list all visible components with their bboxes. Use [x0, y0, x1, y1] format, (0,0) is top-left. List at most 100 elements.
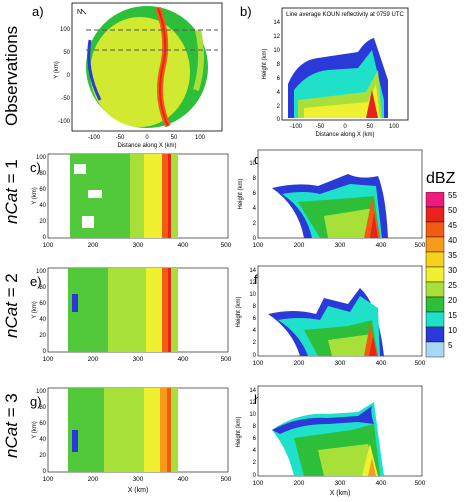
tick-label: 8: [253, 424, 257, 430]
ncat-var: nCat: [2, 302, 21, 338]
tick-label: 10: [249, 412, 256, 418]
tick-label: 2: [253, 221, 257, 227]
y-ticks: 14 12 10 8 6 4 2 0: [249, 268, 256, 359]
north-arrow: [80, 8, 87, 15]
tick-label: 500: [221, 476, 232, 483]
x-ticks: 100 200 300 400 500: [43, 476, 232, 483]
colorbar-swatch: [425, 206, 445, 223]
tick-label: 8: [277, 62, 281, 68]
radar-echo-core: [90, 17, 190, 127]
panel-letter: g): [30, 394, 42, 409]
tick-label: 100: [36, 155, 47, 161]
tick-label: 60: [39, 301, 46, 307]
tick-label: -100: [88, 135, 101, 141]
panel-letter: e): [30, 274, 42, 289]
tick-label: 400: [376, 360, 387, 367]
panel-b-cross-section: b) Line average KOUN reflectivity at 075…: [240, 4, 409, 138]
colorbar-swatch: [425, 296, 445, 313]
squall-line-core: [157, 7, 169, 127]
tick-label: 400: [376, 480, 387, 487]
squall-line-core: [168, 154, 171, 238]
tick-label: 400: [178, 242, 189, 249]
y-axis-label: Height (km): [238, 178, 244, 209]
tick-label: 2: [277, 104, 281, 110]
colorbar-swatch: [425, 311, 445, 328]
x-ticks: 100 200 300 400 500: [253, 360, 426, 367]
tick-label: 400: [178, 356, 189, 363]
tick-label: 200: [294, 242, 305, 249]
tick-label: 300: [133, 356, 144, 363]
tick-label: 12: [273, 34, 280, 40]
tick-label: 300: [133, 242, 144, 249]
tick-label: 80: [39, 285, 46, 291]
tick-label: 500: [221, 356, 232, 363]
y-axis-label: Y (km): [32, 301, 38, 319]
squall-line-core: [167, 388, 171, 472]
colorbar-label: 5: [448, 341, 453, 350]
tick-label: 0: [253, 236, 257, 242]
tick-label: 100: [36, 269, 47, 275]
colorbar-label: 35: [448, 251, 457, 260]
tick-label: 10: [273, 48, 280, 54]
tick-label: -50: [116, 135, 125, 141]
tick-label: 40: [39, 203, 46, 209]
tick-label: 300: [133, 476, 144, 483]
ncat-eq: = 3: [2, 393, 21, 423]
panel-c-plan-view: c) 100 80 60 40 20 0 100 200 300 400 500…: [30, 153, 232, 249]
colorbar-label: 30: [448, 266, 457, 275]
y-ticks: 100 50 0 -50 -100: [58, 27, 71, 125]
colorbar-label: 55: [448, 192, 457, 200]
colorbar-swatch: [425, 251, 445, 268]
y-ticks: 100 80 60 40 20 0: [36, 155, 47, 241]
echo-region: [328, 334, 376, 356]
tick-label: -50: [316, 124, 325, 130]
x-axis-label: Distance along X (km): [315, 132, 374, 138]
tick-label: 0: [43, 469, 47, 475]
tick-label: 0: [343, 124, 347, 130]
tick-label: 4: [253, 206, 257, 212]
tick-label: 6: [253, 191, 257, 197]
tick-label: -50: [61, 96, 70, 102]
tick-label: 8: [253, 176, 257, 182]
y-ticks: 14 12 10 8 6 4 2 0: [273, 20, 280, 123]
x-axis-label: X (km): [128, 487, 149, 494]
x-ticks: -100 -50 0 50 100: [88, 135, 206, 141]
colorbar-title: dBZ: [426, 170, 456, 187]
row-label-observations: Observations: [2, 25, 21, 126]
tick-label: 2: [253, 460, 257, 466]
tick-label: 40: [39, 317, 46, 323]
leading-echo: [193, 29, 204, 91]
tick-label: 20: [39, 219, 46, 225]
tick-label: 8: [253, 304, 257, 310]
y-axis-label: Y (km): [32, 187, 38, 205]
panel-a-radar-map: a) N 100 50 0 -50 -100 -100 -50 0 50 100…: [32, 2, 223, 149]
tick-label: 500: [415, 480, 426, 487]
tick-label: 60: [39, 187, 46, 193]
tick-label: 500: [415, 242, 426, 249]
colorbar-swatch: [425, 341, 445, 358]
tick-label: 100: [253, 480, 264, 487]
tick-label: 50: [171, 135, 178, 141]
tick-label: 80: [39, 171, 46, 177]
panel-h-cross-section: h) 14 12 10 8 6 4 2 0 100 200 300 400 50…: [236, 385, 426, 497]
tick-label: 200: [294, 360, 305, 367]
tick-label: 0: [145, 135, 149, 141]
tick-label: 2: [253, 340, 257, 346]
panel-e-plan-view: e) 100 80 60 40 20 0 100 200 300 400 500…: [30, 267, 232, 363]
tick-label: 300: [335, 242, 346, 249]
colorbar-label: 40: [448, 236, 457, 245]
weak-echo-edge: [72, 430, 78, 452]
tick-label: 10: [249, 161, 256, 167]
squall-line-band: [160, 388, 170, 472]
tick-label: 100: [36, 389, 47, 395]
tick-label: 0: [253, 353, 257, 359]
panel-letter: b): [240, 4, 252, 19]
tick-label: 12: [249, 400, 256, 406]
y-axis-label: Height (km): [236, 416, 242, 447]
tick-label: 60: [39, 421, 46, 427]
tick-label: 400: [178, 476, 189, 483]
tick-label: 100: [43, 356, 54, 363]
tick-label: 40: [39, 437, 46, 443]
x-ticks: 100 200 300 400 500: [43, 242, 232, 249]
tick-label: -100: [58, 119, 71, 125]
